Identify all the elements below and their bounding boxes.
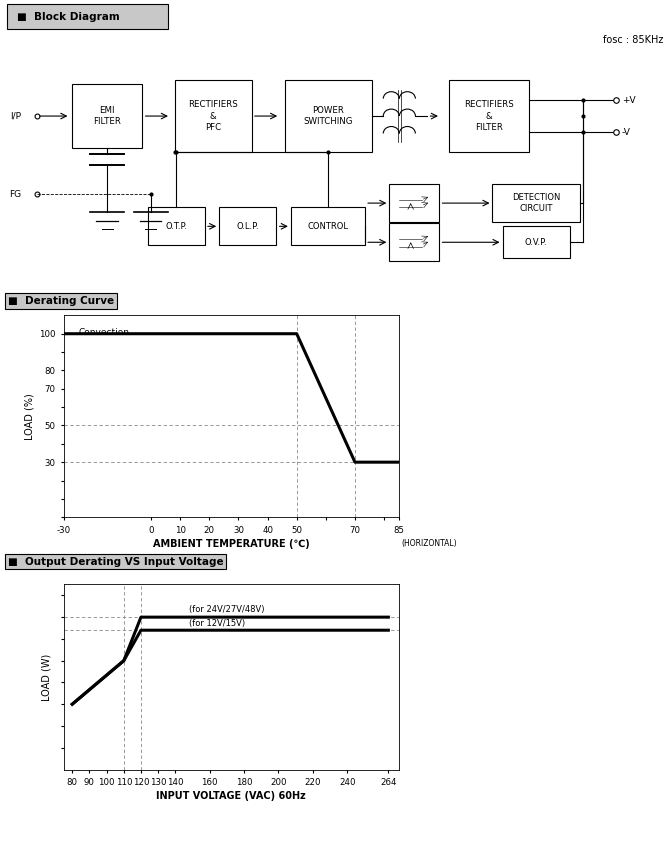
Text: I/P: I/P bbox=[11, 112, 21, 120]
X-axis label: AMBIENT TEMPERATURE (℃): AMBIENT TEMPERATURE (℃) bbox=[153, 539, 310, 548]
Bar bbox=[449, 80, 529, 152]
X-axis label: INPUT VOLTAGE (VAC) 60Hz: INPUT VOLTAGE (VAC) 60Hz bbox=[156, 791, 306, 801]
Y-axis label: LOAD (W): LOAD (W) bbox=[41, 653, 51, 701]
Text: O.L.P.: O.L.P. bbox=[237, 222, 259, 230]
Bar bbox=[285, 80, 372, 152]
Text: ■  Derating Curve: ■ Derating Curve bbox=[8, 296, 114, 306]
Bar bbox=[174, 80, 252, 152]
Text: ■  Output Derating VS Input Voltage: ■ Output Derating VS Input Voltage bbox=[8, 557, 224, 567]
Bar bbox=[492, 184, 580, 222]
Text: DETECTION
CIRCUIT: DETECTION CIRCUIT bbox=[512, 193, 560, 213]
Text: O.V.P.: O.V.P. bbox=[525, 238, 547, 246]
Text: RECTIFIERS
&
PFC: RECTIFIERS & PFC bbox=[188, 100, 238, 132]
Bar bbox=[389, 224, 440, 261]
Y-axis label: LOAD (%): LOAD (%) bbox=[25, 393, 35, 440]
Bar bbox=[148, 208, 205, 246]
Text: (for 24V/27V/48V): (for 24V/27V/48V) bbox=[189, 605, 265, 614]
Text: ■  Block Diagram: ■ Block Diagram bbox=[17, 12, 119, 22]
FancyBboxPatch shape bbox=[7, 4, 167, 29]
Bar bbox=[389, 184, 440, 222]
Text: CONTROL: CONTROL bbox=[308, 222, 349, 230]
Text: fosc : 85KHz: fosc : 85KHz bbox=[603, 34, 663, 45]
Bar bbox=[291, 208, 365, 246]
Text: RECTIFIERS
&
FILTER: RECTIFIERS & FILTER bbox=[464, 100, 514, 132]
Text: POWER
SWITCHING: POWER SWITCHING bbox=[304, 106, 353, 126]
Bar bbox=[502, 226, 570, 258]
Text: (HORIZONTAL): (HORIZONTAL) bbox=[401, 539, 457, 548]
Text: +V: +V bbox=[622, 96, 635, 104]
Text: (for 12V/15V): (for 12V/15V) bbox=[189, 619, 245, 628]
Text: -V: -V bbox=[622, 128, 630, 136]
Text: EMI
FILTER: EMI FILTER bbox=[93, 106, 121, 126]
Bar bbox=[72, 84, 142, 148]
Text: Convection: Convection bbox=[78, 328, 129, 337]
Bar bbox=[220, 208, 276, 246]
Text: O.T.P.: O.T.P. bbox=[165, 222, 187, 230]
Text: FG: FG bbox=[9, 190, 21, 199]
